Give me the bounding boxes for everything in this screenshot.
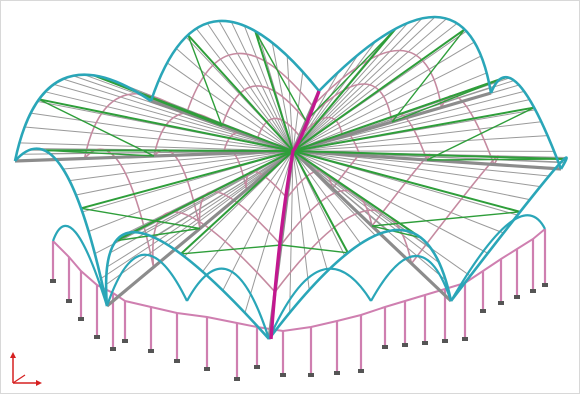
column-footing bbox=[78, 317, 84, 321]
edge-arch bbox=[449, 156, 568, 302]
ring-beam-layer bbox=[52, 228, 546, 333]
column-footing bbox=[422, 341, 428, 345]
central-rib-layer bbox=[269, 90, 321, 340]
column-footing bbox=[480, 309, 486, 313]
diagonal-brace bbox=[180, 150, 294, 255]
cross-brace bbox=[93, 74, 223, 127]
cross-brace bbox=[80, 207, 201, 230]
column-footing bbox=[122, 339, 128, 343]
diagonal-brace bbox=[292, 76, 507, 152]
diagonal-brace bbox=[292, 150, 349, 254]
column-footing bbox=[334, 371, 340, 375]
cross-brace bbox=[38, 98, 155, 157]
diagonal-brace bbox=[292, 106, 535, 152]
ring-beam bbox=[52, 228, 546, 333]
column-footing bbox=[462, 337, 468, 341]
column-footing bbox=[66, 299, 72, 303]
column-footing bbox=[174, 359, 180, 363]
column-footing bbox=[308, 373, 314, 377]
cross-brace bbox=[426, 106, 535, 161]
diagonal-brace bbox=[292, 27, 397, 152]
diagonal-brace bbox=[292, 150, 565, 161]
purlin-rib bbox=[256, 117, 301, 139]
purlin-rib bbox=[245, 170, 288, 199]
cross-brace bbox=[391, 76, 507, 123]
diagonal-brace bbox=[80, 150, 294, 210]
column-footing bbox=[234, 377, 240, 381]
column-footing bbox=[402, 343, 408, 347]
cross-brace bbox=[371, 225, 421, 239]
cross-brace bbox=[254, 30, 307, 122]
column-footing bbox=[280, 373, 286, 377]
edge-arch bbox=[14, 147, 109, 307]
cross-brace bbox=[426, 158, 565, 161]
column-footing bbox=[50, 279, 56, 283]
column-footing bbox=[530, 289, 536, 293]
cross-brace bbox=[391, 28, 466, 123]
purlin-rib bbox=[305, 83, 393, 123]
cross-brace bbox=[305, 28, 397, 122]
edge-arch bbox=[318, 15, 493, 94]
column-footing bbox=[358, 369, 364, 373]
column-footing bbox=[542, 283, 548, 287]
purlin-rib bbox=[152, 211, 276, 293]
diagonal-brace bbox=[115, 150, 294, 242]
axis-triad-icon bbox=[10, 352, 42, 386]
purlin-rib bbox=[311, 49, 443, 108]
column-footing bbox=[498, 301, 504, 305]
purlin-rib bbox=[198, 190, 282, 246]
column-footing bbox=[204, 367, 210, 371]
edge-arch bbox=[13, 73, 152, 162]
cross-brace bbox=[116, 227, 201, 242]
diagonal-brace bbox=[254, 30, 294, 152]
lower-arch bbox=[51, 224, 109, 307]
edge-arch bbox=[104, 231, 270, 340]
purlin-rib bbox=[298, 116, 344, 137]
cross-brace bbox=[280, 244, 349, 254]
column-footing bbox=[382, 345, 388, 349]
lower-arch bbox=[186, 267, 271, 340]
bracing-layer bbox=[38, 27, 565, 255]
cross-brace bbox=[371, 211, 521, 227]
purlin-rib bbox=[185, 52, 314, 114]
lower-arch bbox=[370, 255, 453, 302]
purlin-rib bbox=[286, 170, 334, 199]
diagonal-brace bbox=[292, 28, 466, 152]
diagonal-brace bbox=[38, 98, 294, 152]
arch-layer bbox=[13, 15, 568, 340]
edge-arch bbox=[267, 228, 453, 340]
central-rib bbox=[269, 90, 321, 340]
diagonal-brace bbox=[292, 150, 521, 213]
axis-y-line bbox=[12, 374, 26, 384]
purlin-rib bbox=[221, 85, 307, 127]
column-layer bbox=[50, 229, 548, 381]
diagonal-brace bbox=[292, 150, 422, 239]
axis-x-arrow bbox=[36, 380, 42, 386]
diagonal-brace bbox=[44, 149, 294, 152]
purlin-rib bbox=[274, 209, 413, 293]
cross-brace bbox=[180, 244, 282, 255]
axis-z-arrow bbox=[10, 352, 16, 358]
lower-arch bbox=[450, 214, 546, 302]
column-footing bbox=[148, 349, 154, 353]
column-footing bbox=[254, 365, 260, 369]
diagonal-brace bbox=[187, 34, 294, 152]
edge-arch bbox=[489, 75, 563, 170]
column-footing bbox=[514, 295, 520, 299]
column-footing bbox=[94, 335, 100, 339]
cross-brace bbox=[187, 34, 223, 127]
lower-arch bbox=[267, 267, 372, 340]
lower-arch bbox=[105, 253, 188, 307]
edge-arch bbox=[149, 19, 321, 102]
column-footing bbox=[442, 339, 448, 343]
column-footing bbox=[110, 347, 116, 351]
cross-brace bbox=[44, 149, 155, 157]
